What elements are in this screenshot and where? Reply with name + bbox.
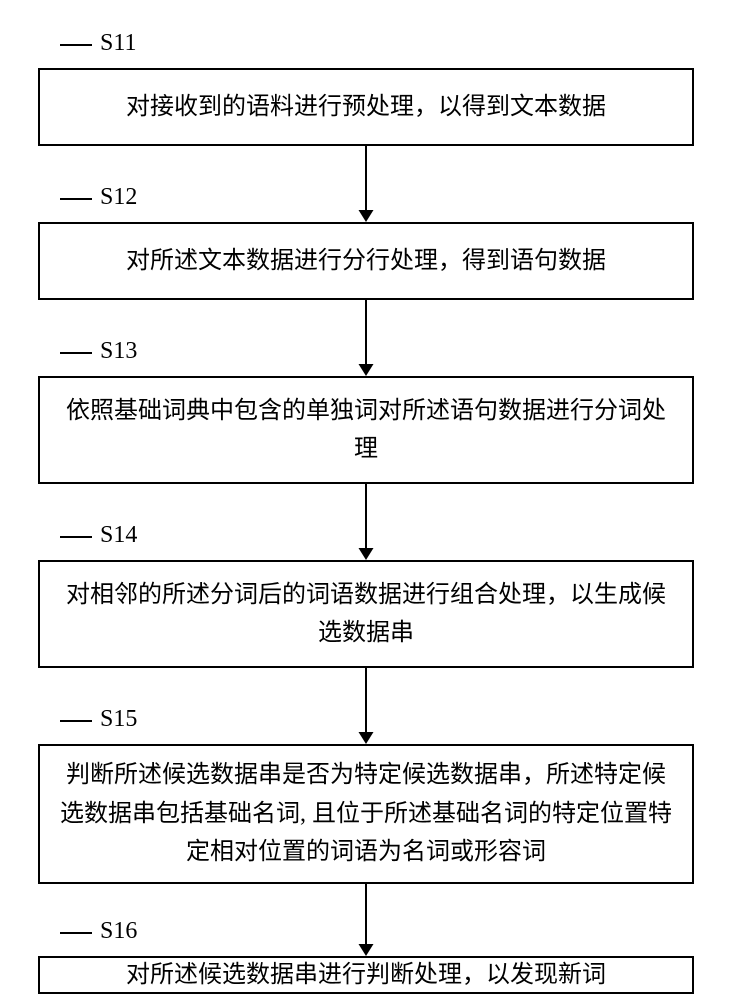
step-text-s11: 对接收到的语料进行预处理，以得到文本数据 — [126, 88, 606, 126]
step-text-s15: 判断所述候选数据串是否为特定候选数据串，所述特定候选数据串包括基础名词, 且位于… — [58, 756, 674, 871]
step-box-s14: 对相邻的所述分词后的词语数据进行组合处理，以生成候选数据串 — [38, 560, 694, 668]
flowchart-canvas: S11 对接收到的语料进行预处理，以得到文本数据 S12 对所述文本数据进行分行… — [0, 0, 729, 1000]
step-text-s12: 对所述文本数据进行分行处理，得到语句数据 — [126, 242, 606, 280]
step-label-s14: S14 — [100, 522, 137, 549]
step-box-s15: 判断所述候选数据串是否为特定候选数据串，所述特定候选数据串包括基础名词, 且位于… — [38, 744, 694, 884]
step-text-s16: 对所述候选数据串进行判断处理，以发现新词 — [126, 956, 606, 994]
step-text-s13: 依照基础词典中包含的单独词对所述语句数据进行分词处理 — [58, 392, 674, 469]
step-label-s15: S15 — [100, 706, 137, 733]
label-tick-s14 — [60, 537, 92, 560]
step-text-s14: 对相邻的所述分词后的词语数据进行组合处理，以生成候选数据串 — [58, 576, 674, 653]
step-label-s16: S16 — [100, 918, 137, 945]
step-box-s16: 对所述候选数据串进行判断处理，以发现新词 — [38, 956, 694, 994]
step-box-s12: 对所述文本数据进行分行处理，得到语句数据 — [38, 222, 694, 300]
label-tick-s15 — [60, 721, 92, 744]
label-tick-s16 — [60, 933, 92, 956]
arrow-s14-s15 — [366, 668, 367, 744]
step-label-s12: S12 — [100, 184, 137, 211]
arrow-s12-s13 — [366, 300, 367, 376]
step-label-s13: S13 — [100, 338, 137, 365]
arrow-s11-s12 — [366, 146, 367, 222]
step-label-s11: S11 — [100, 30, 136, 57]
label-tick-s11 — [60, 45, 92, 68]
arrow-s15-s16 — [366, 884, 367, 956]
step-box-s11: 对接收到的语料进行预处理，以得到文本数据 — [38, 68, 694, 146]
label-tick-s13 — [60, 353, 92, 376]
step-box-s13: 依照基础词典中包含的单独词对所述语句数据进行分词处理 — [38, 376, 694, 484]
label-tick-s12 — [60, 199, 92, 222]
arrow-s13-s14 — [366, 484, 367, 560]
